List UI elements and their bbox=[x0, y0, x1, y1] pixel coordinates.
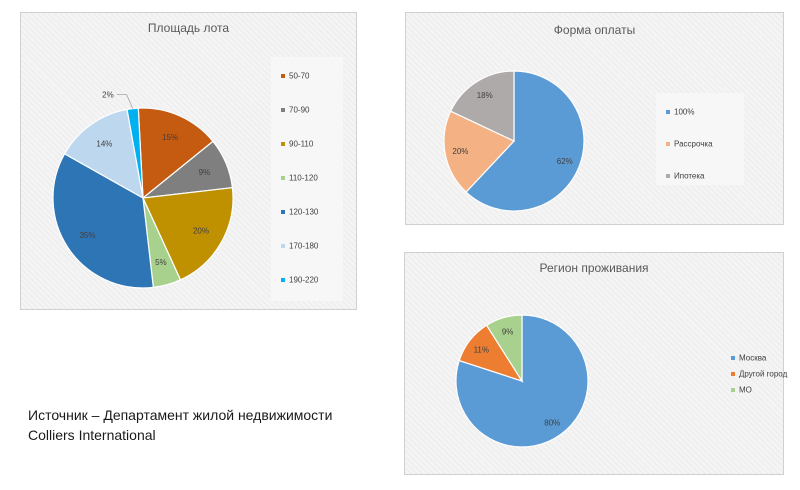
chart-title: Форма оплаты bbox=[553, 23, 636, 37]
legend-label: 50-70 bbox=[289, 71, 310, 81]
legend-swatch bbox=[731, 355, 735, 360]
legend-swatch bbox=[281, 73, 285, 78]
pie-slice-3 bbox=[142, 186, 234, 281]
pie-slice-1 bbox=[465, 70, 585, 212]
data-label: 62% bbox=[557, 157, 573, 166]
leader-line bbox=[116, 94, 134, 109]
chart-title: Регион проживания bbox=[539, 261, 649, 275]
pie-chart-payment-form: 62% 20% 18% bbox=[443, 70, 585, 212]
pie-slice-3 bbox=[449, 70, 515, 142]
data-label: 14% bbox=[96, 140, 112, 149]
legend-swatch bbox=[666, 173, 670, 178]
data-label: 9% bbox=[502, 328, 514, 337]
legend-item: 120-130 bbox=[281, 207, 318, 216]
data-label: 11% bbox=[474, 345, 489, 354]
data-label: 18% bbox=[477, 91, 493, 100]
legend-swatch bbox=[281, 209, 285, 214]
chart-panel-payment-form: Форма оплаты 62% 20% 18% 100% Рассрочка Ипот… bbox=[405, 12, 784, 225]
legend-label: 110-120 bbox=[289, 173, 318, 183]
legend-swatch bbox=[281, 243, 285, 248]
pie-slice-6 bbox=[63, 108, 144, 200]
data-label: 9% bbox=[199, 168, 211, 177]
legend-label: Москва bbox=[739, 353, 767, 363]
legend-item: 50-70 bbox=[281, 71, 309, 80]
pie-slice-3 bbox=[485, 314, 523, 384]
legend-swatch bbox=[281, 107, 285, 112]
legend-swatch bbox=[731, 387, 735, 392]
legend-swatch bbox=[666, 141, 670, 146]
legend-item: 90-110 bbox=[281, 139, 313, 148]
pie-slice-2 bbox=[443, 110, 516, 193]
legend-label: 100% bbox=[674, 107, 695, 117]
data-label: 35% bbox=[79, 231, 95, 240]
chart-legend: Москва Другой город МО bbox=[721, 347, 787, 403]
legend-item: 170-180 bbox=[281, 241, 318, 250]
legend-item: 190-220 bbox=[281, 275, 318, 284]
legend-item: Рассрочка bbox=[666, 139, 713, 148]
pie-chart-lot-area: 15% 9% 20% 5% 35% 14% 2% bbox=[52, 91, 234, 289]
legend-label: Ипотека bbox=[674, 171, 705, 181]
data-label: 20% bbox=[452, 147, 468, 156]
chart-panel-residence-region: Регион проживания 80% 11% 9% Москва Другой … bbox=[404, 252, 787, 475]
legend-swatch bbox=[281, 277, 285, 282]
legend-label: 90-110 bbox=[289, 139, 314, 149]
legend-label: Рассрочка bbox=[674, 139, 713, 149]
chart-title: Площадь лота bbox=[147, 21, 230, 35]
legend-label: 190-220 bbox=[289, 275, 319, 285]
chart-legend: 100% Рассрочка Ипотека bbox=[656, 93, 744, 185]
legend-item: 100% bbox=[666, 107, 694, 116]
legend-item: МО bbox=[731, 385, 752, 394]
legend-label: 120-130 bbox=[289, 207, 319, 217]
legend-label: 170-180 bbox=[289, 241, 319, 251]
pie-slice-1 bbox=[137, 107, 214, 200]
legend-item: 70-90 bbox=[281, 105, 309, 114]
legend-swatch bbox=[731, 371, 735, 376]
legend-item: Москва bbox=[731, 353, 766, 362]
source-line-1: Источник – Департамент жилой недвижимост… bbox=[28, 407, 333, 423]
legend-swatch bbox=[666, 109, 670, 114]
chart-panel-lot-area: Площадь лота 15% 9% 20% 5% 35% 14% 2% 50-70 70-… bbox=[20, 12, 357, 310]
legend-item: 110-120 bbox=[281, 173, 318, 182]
source-line-2: Colliers International bbox=[28, 427, 156, 443]
pie-chart-residence-region: 80% 11% 9% bbox=[455, 314, 589, 448]
legend-label: 70-90 bbox=[289, 105, 310, 115]
data-label: 20% bbox=[193, 227, 209, 236]
legend-label: МО bbox=[739, 385, 752, 395]
pie-slice-1 bbox=[455, 314, 589, 448]
legend-swatch bbox=[281, 141, 285, 146]
legend-swatch bbox=[281, 175, 285, 180]
chart-legend: 50-70 70-90 90-110 110-120 120-130 170-180 190… bbox=[271, 57, 343, 301]
legend-item: Ипотека bbox=[666, 171, 705, 180]
data-label: 2% bbox=[102, 91, 114, 100]
data-label: 15% bbox=[162, 133, 178, 142]
source-note: Источник – Департамент жилой недвижимост… bbox=[28, 405, 332, 445]
pie-slice-5 bbox=[52, 153, 155, 289]
data-label: 5% bbox=[155, 258, 167, 267]
data-label: 80% bbox=[544, 419, 560, 428]
legend-label: Другой город bbox=[739, 369, 788, 379]
legend-item: Другой город bbox=[731, 369, 787, 378]
